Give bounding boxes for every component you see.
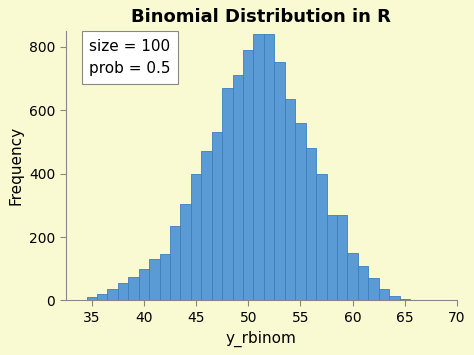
Bar (170, 226, 181, 300)
Bar (139, 269, 149, 300)
Bar (389, 296, 400, 300)
Text: size = 100
prob = 0.5: size = 100 prob = 0.5 (89, 39, 171, 76)
Bar (128, 277, 139, 300)
Bar (285, 99, 295, 300)
Bar (160, 255, 170, 300)
Bar (379, 289, 389, 300)
Bar (400, 299, 410, 300)
Bar (337, 215, 347, 300)
Bar (295, 123, 306, 300)
Bar (306, 148, 316, 300)
Bar (347, 253, 358, 300)
Bar (327, 215, 337, 300)
Bar (274, 62, 285, 300)
Bar (368, 278, 379, 300)
Bar (264, 34, 274, 300)
Bar (191, 174, 201, 300)
Bar (358, 266, 368, 300)
Bar (108, 289, 118, 300)
Bar (233, 75, 243, 300)
Bar (181, 204, 191, 300)
Y-axis label: Frequency: Frequency (9, 126, 23, 205)
Bar (243, 50, 254, 300)
X-axis label: y_rbinom: y_rbinom (226, 331, 297, 347)
Bar (316, 174, 327, 300)
Bar (254, 34, 264, 300)
Bar (87, 297, 97, 300)
Bar (212, 132, 222, 300)
Title: Binomial Distribution in R: Binomial Distribution in R (131, 8, 391, 26)
Bar (201, 151, 212, 300)
Bar (222, 88, 233, 300)
Bar (118, 283, 128, 300)
Bar (97, 294, 108, 300)
Bar (149, 259, 160, 300)
